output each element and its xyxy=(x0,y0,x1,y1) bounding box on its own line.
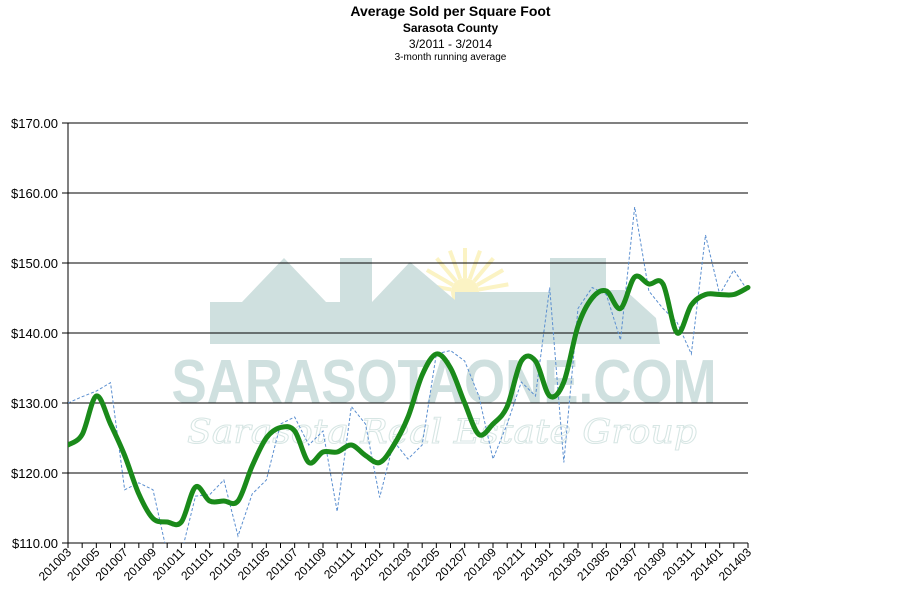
y-tick-label: $130.00 xyxy=(11,396,58,411)
y-tick-label: $170.00 xyxy=(11,116,58,131)
y-axis: $170.00 $160.00 $150.00 $140.00 $130.00 $120.… xyxy=(11,116,69,551)
y-tick-label: $150.00 xyxy=(11,256,58,271)
chart-title: Average Sold per Square Foot xyxy=(350,3,551,19)
x-tick-label: 201403 xyxy=(716,545,754,583)
skyline-icon xyxy=(210,258,660,344)
gridlines xyxy=(68,122,748,544)
running-average-line xyxy=(68,273,751,528)
chart-subtitle: Sarasota County xyxy=(402,21,499,35)
chart-date-range: 3/2011 - 3/2014 xyxy=(408,37,493,51)
y-tick-label: $160.00 xyxy=(11,186,58,201)
y-tick-label: $140.00 xyxy=(11,326,58,341)
monthly-series-line xyxy=(68,206,749,543)
data-series xyxy=(68,206,751,543)
chart-note: 3-month running average xyxy=(394,52,507,63)
x-axis: 2010032010052010072010092010112011012011… xyxy=(36,542,754,583)
y-tick-label: $110.00 xyxy=(12,536,58,551)
x-tick-label: 201109 xyxy=(292,545,330,583)
y-tick-label: $120.00 xyxy=(11,466,58,481)
